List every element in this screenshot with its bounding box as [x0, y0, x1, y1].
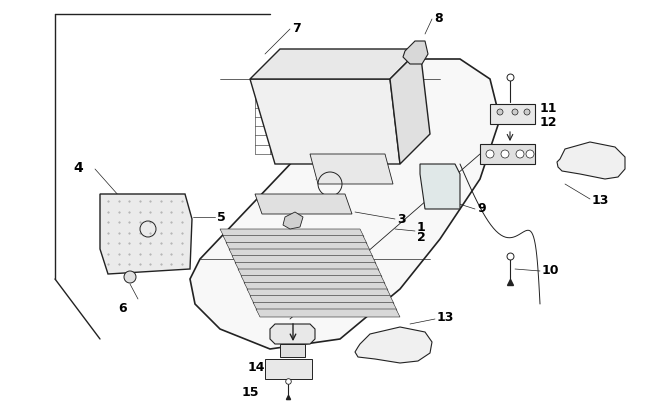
Text: 5: 5 [217, 211, 226, 224]
Polygon shape [355, 327, 432, 363]
Text: 13: 13 [437, 311, 454, 324]
Polygon shape [265, 359, 312, 379]
Text: 8: 8 [434, 11, 443, 24]
Polygon shape [220, 230, 364, 237]
Text: 7: 7 [292, 21, 301, 34]
Polygon shape [229, 249, 373, 257]
Polygon shape [190, 60, 500, 349]
Text: 10: 10 [542, 263, 560, 276]
Text: 4: 4 [73, 161, 83, 175]
Circle shape [497, 110, 503, 116]
Text: 6: 6 [118, 301, 127, 314]
Polygon shape [238, 269, 382, 277]
Polygon shape [270, 324, 315, 344]
Text: 2: 2 [417, 231, 426, 244]
Text: 13: 13 [592, 193, 609, 206]
Circle shape [516, 151, 524, 159]
Polygon shape [310, 155, 393, 185]
Polygon shape [247, 289, 391, 297]
Text: 1: 1 [417, 221, 426, 234]
Polygon shape [232, 256, 376, 264]
Text: 9: 9 [477, 201, 486, 214]
Polygon shape [280, 344, 305, 357]
Polygon shape [100, 194, 192, 274]
Polygon shape [390, 50, 430, 164]
Circle shape [486, 151, 494, 159]
Polygon shape [255, 194, 352, 215]
Polygon shape [403, 42, 428, 65]
Circle shape [526, 151, 534, 159]
Polygon shape [223, 236, 367, 244]
Polygon shape [253, 303, 397, 311]
Polygon shape [420, 164, 460, 209]
Polygon shape [480, 145, 535, 164]
Polygon shape [557, 143, 625, 179]
Polygon shape [241, 276, 385, 284]
Text: 15: 15 [242, 386, 259, 399]
Polygon shape [250, 50, 420, 80]
Polygon shape [250, 296, 394, 304]
Polygon shape [226, 243, 370, 251]
Polygon shape [256, 309, 400, 317]
Polygon shape [250, 80, 400, 164]
Text: 3: 3 [397, 213, 406, 226]
Polygon shape [244, 283, 388, 291]
Text: 11: 11 [540, 101, 558, 114]
Text: 14: 14 [248, 360, 265, 373]
Circle shape [501, 151, 509, 159]
Circle shape [512, 110, 518, 116]
Text: 12: 12 [540, 115, 558, 128]
Circle shape [524, 110, 530, 116]
Circle shape [124, 271, 136, 284]
Polygon shape [283, 213, 303, 230]
Polygon shape [490, 105, 535, 125]
Polygon shape [235, 263, 379, 271]
